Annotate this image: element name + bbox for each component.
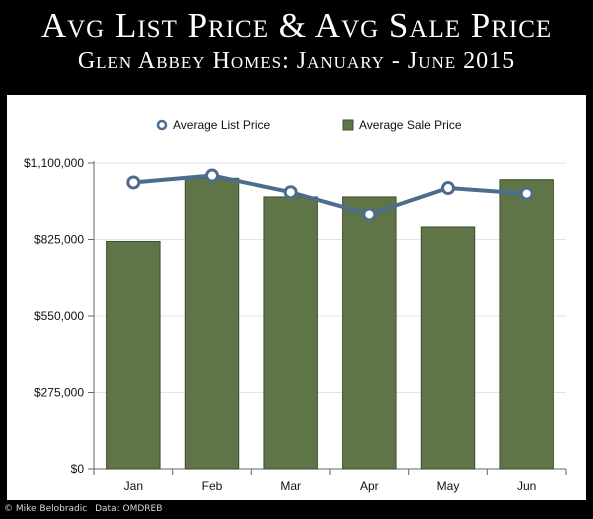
x-tick-label: Jan xyxy=(124,479,143,493)
bar-mar xyxy=(263,196,318,470)
list-price-point-may xyxy=(441,181,455,196)
chart-subtitle: Glen Abbey Homes: January - June 2015 xyxy=(77,48,516,74)
chart-header: Avg List Price & Avg Sale Price Glen Abb… xyxy=(0,0,593,92)
y-tick-label: $0 xyxy=(71,462,85,476)
chart-panel: $0 $275,000 $550,000 $825,000 $1,100,000 Jan F… xyxy=(7,95,586,500)
bar-apr xyxy=(342,196,397,470)
credit-source: Data: OMDREB xyxy=(95,504,163,514)
list-price-point-apr xyxy=(362,207,377,222)
bar-feb xyxy=(184,177,240,470)
credit-author: © Mike Belobradic xyxy=(4,504,88,514)
y-tick-label: $275,000 xyxy=(34,386,84,400)
y-tick-label: $825,000 xyxy=(34,233,84,247)
legend-bar-swatch xyxy=(342,119,354,131)
list-price-point-mar xyxy=(283,185,298,200)
y-tick-label: $1,100,000 xyxy=(24,156,84,170)
bar-may xyxy=(420,226,476,470)
list-price-line xyxy=(133,173,527,217)
legend-label-list-price: Average List Price xyxy=(173,118,270,132)
x-tick-label: Mar xyxy=(280,479,301,493)
x-tick-label: Apr xyxy=(360,479,379,493)
x-tick-label: Jun xyxy=(517,479,536,493)
bar-jan xyxy=(106,240,161,470)
list-price-point-feb xyxy=(205,168,219,183)
y-tick-label: $550,000 xyxy=(34,309,84,323)
list-price-point-jan xyxy=(126,175,141,190)
x-tick-label: May xyxy=(437,479,460,493)
credit-line: © Mike Belobradic Data: OMDREB xyxy=(4,503,167,515)
x-tick-label: Feb xyxy=(202,479,223,493)
list-price-point-jun xyxy=(519,186,534,201)
legend-line-marker xyxy=(156,119,168,131)
bar-jun xyxy=(499,179,554,470)
legend-label-sale-price: Average Sale Price xyxy=(359,118,462,132)
chart-title: Avg List Price & Avg Sale Price xyxy=(40,6,553,45)
combo-chart: $0 $275,000 $550,000 $825,000 $1,100,000 Jan F… xyxy=(24,118,567,493)
